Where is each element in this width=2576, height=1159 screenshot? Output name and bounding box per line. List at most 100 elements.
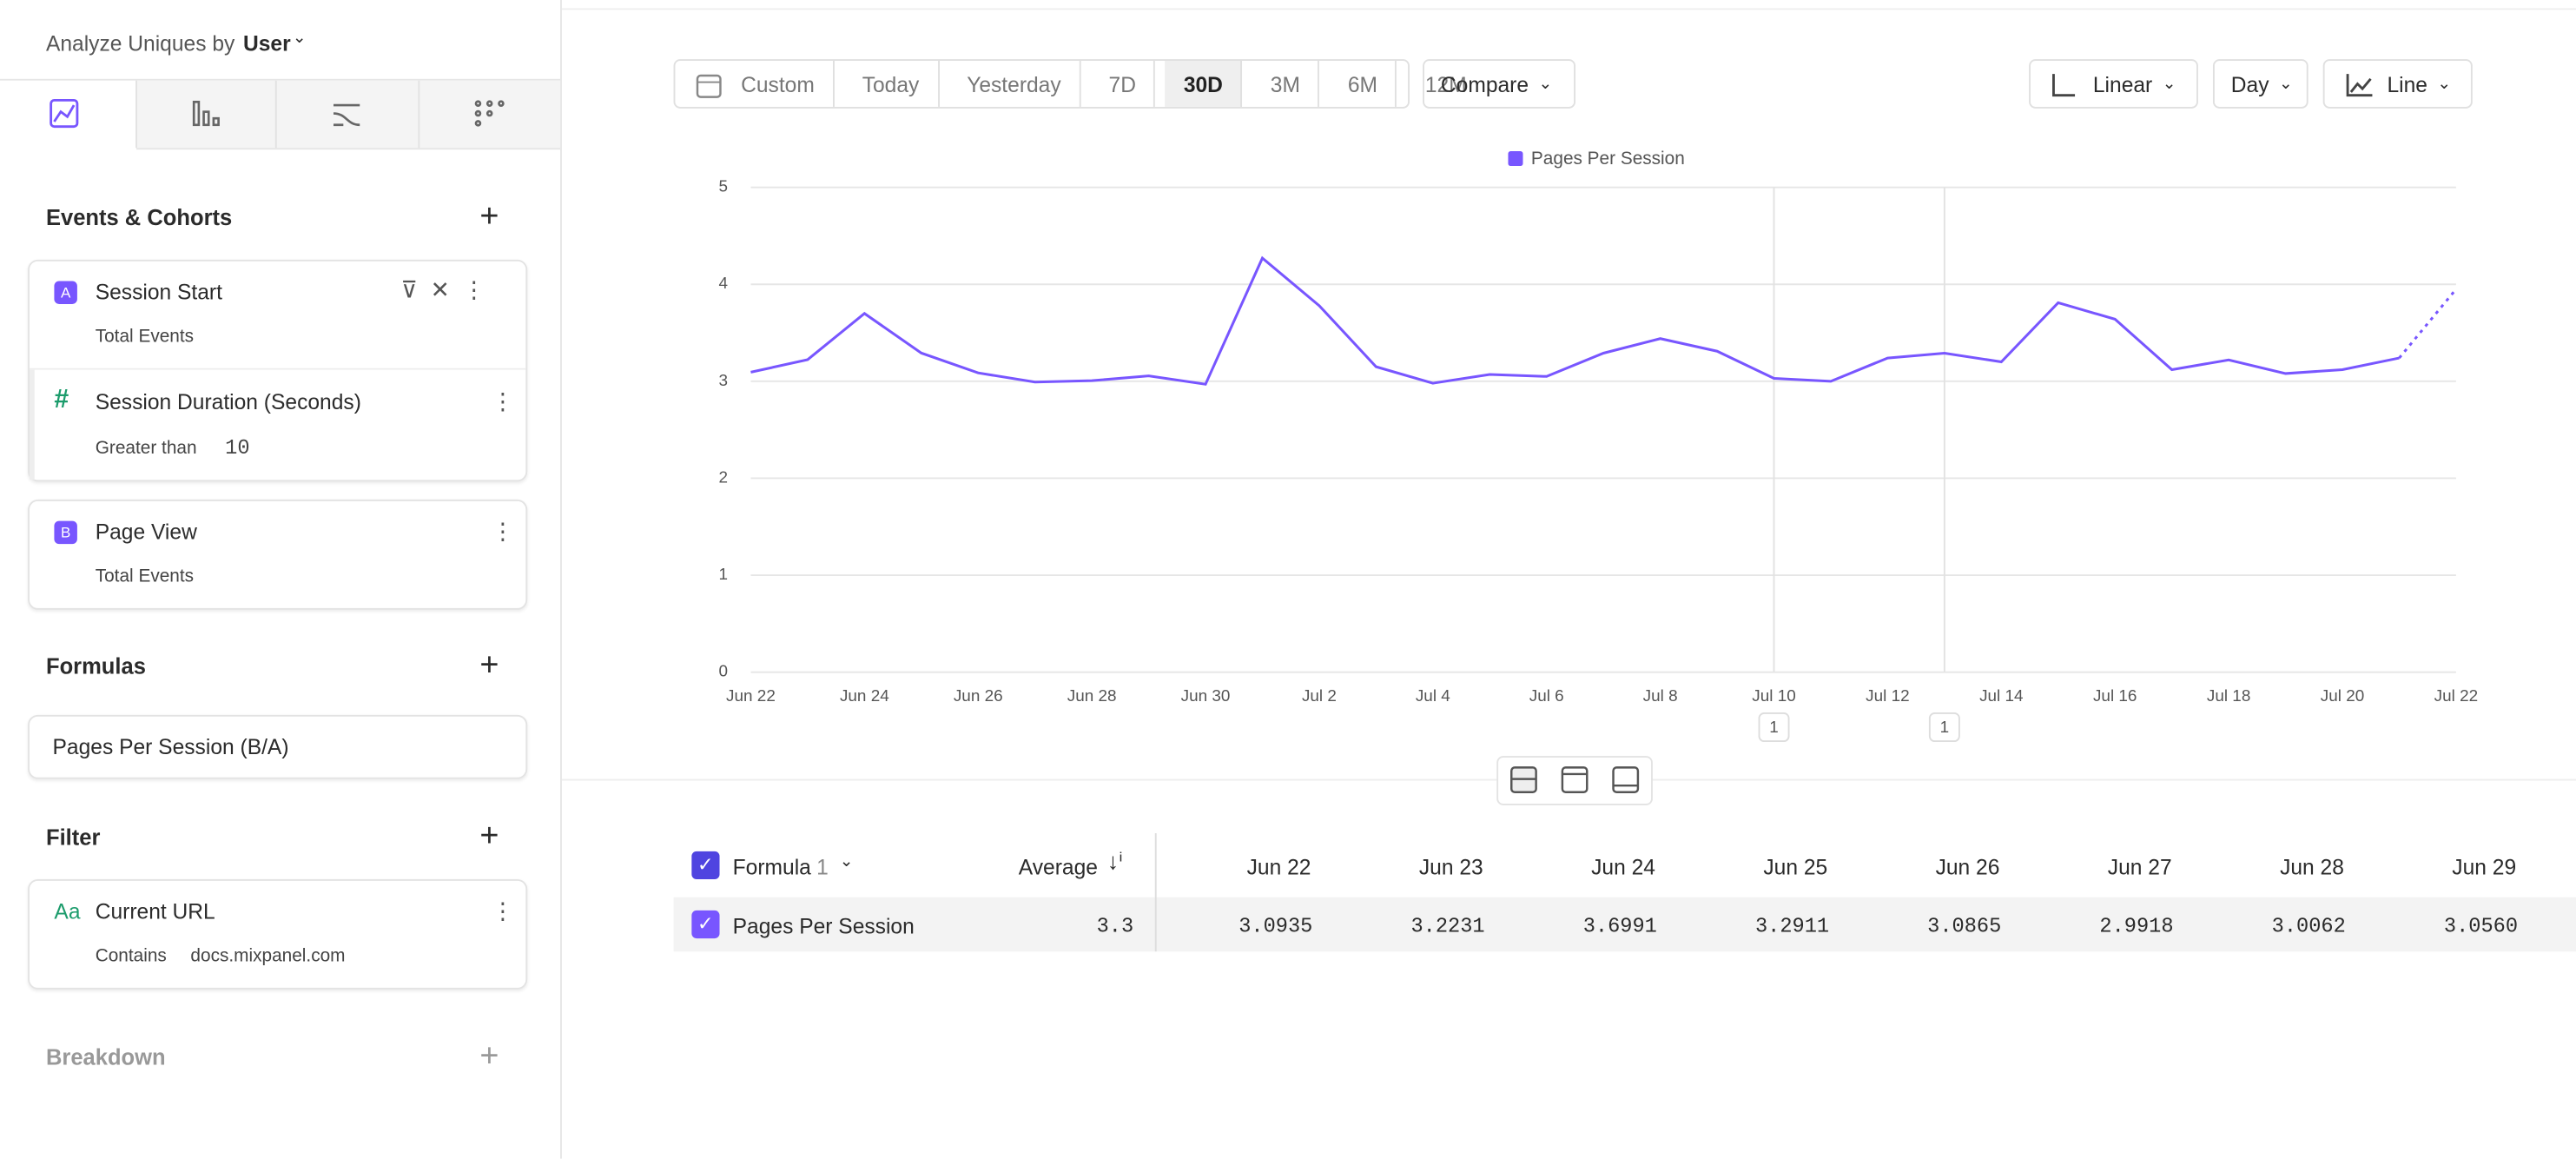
column-header: Jun 25 — [1763, 854, 1828, 879]
event-name[interactable]: Session Start — [95, 279, 222, 304]
filter-value[interactable]: docs.mixpanel.com — [190, 946, 346, 967]
prop-icon: # — [54, 386, 69, 414]
column-header: Jun 28 — [2280, 854, 2344, 879]
analyze-label: Analyze Uniques by — [45, 30, 235, 56]
cell: 2.9918 — [2099, 915, 2174, 939]
cell: 3.6991 — [1582, 915, 1657, 939]
cell: 3.2231 — [1410, 915, 1485, 939]
range-option[interactable]: 3M — [1252, 60, 1320, 107]
column-header: Jun 23 — [1418, 854, 1483, 879]
range-option[interactable]: 30D — [1166, 60, 1243, 107]
event-letter: A — [54, 281, 77, 304]
range-option[interactable]: Today — [844, 60, 940, 107]
event-letter: B — [54, 520, 77, 545]
range-option[interactable]: 7D — [1091, 60, 1156, 107]
interval-button[interactable]: Day ⌄ — [2212, 59, 2308, 109]
x-tick-label: Jul 12 — [1866, 687, 1909, 705]
prop-operator[interactable]: Greater than — [95, 439, 197, 459]
formula-card: Pages Per Session (B/A) — [28, 714, 528, 779]
column-header: Jun 26 — [1935, 854, 2000, 879]
more[interactable]: ⋮ — [491, 897, 515, 924]
chevron: ⌄ — [292, 30, 307, 48]
header-average[interactable]: Average — [1018, 854, 1098, 879]
y-tick-label: 4 — [718, 275, 728, 293]
line — [750, 255, 2400, 386]
y-tick-label: 2 — [718, 468, 728, 487]
cell: 3.0560 — [2443, 915, 2519, 939]
prop-value[interactable]: 10 — [225, 437, 250, 460]
annotation-box — [1758, 712, 1790, 743]
more[interactable]: ⋮ — [491, 517, 515, 545]
section-title: Formulas — [45, 653, 146, 679]
chart-type-button[interactable]: Line ⌄ — [2322, 59, 2473, 109]
event-measure[interactable]: Total Events — [95, 566, 195, 587]
layout-toggle[interactable] — [1496, 756, 1653, 805]
range-option[interactable]: Custom — [675, 60, 835, 107]
cell: 3.0935 — [1238, 915, 1313, 939]
formula[interactable]: Pages Per Session (B/A) — [52, 734, 289, 759]
event-card: B Page View Total Events ⋮ — [28, 500, 528, 610]
chevron: ⌄ — [839, 852, 854, 871]
analyze-value[interactable]: User — [242, 30, 291, 56]
range-option[interactable]: 6M — [1330, 60, 1397, 107]
x-tick-label: Jul 6 — [1529, 687, 1564, 705]
header-count: 1 — [816, 854, 829, 879]
filter-name[interactable]: Current URL — [95, 898, 215, 924]
x-tick-label: Jul 4 — [1416, 687, 1450, 705]
add-button[interactable]: + — [479, 647, 499, 684]
range-option[interactable]: Yesterday — [948, 60, 1081, 107]
row-actions[interactable]: ⊽ ✕ ⋮ — [400, 275, 486, 303]
checkbox[interactable]: ✓ — [691, 910, 720, 939]
x-tick-label: Jun 24 — [840, 687, 889, 705]
column-header: Jun 29 — [2452, 854, 2517, 879]
x-tick-label: Jul 18 — [2207, 687, 2250, 705]
x-tick-label: Jun 28 — [1067, 687, 1117, 705]
row-bg — [673, 897, 2576, 952]
label: Linear — [2092, 71, 2153, 96]
compare-button[interactable]: Compare ⌄ — [1423, 59, 1576, 109]
column-header: Jun 27 — [2107, 854, 2172, 879]
x-tick-label: Jul 10 — [1752, 687, 1795, 705]
divider — [561, 8, 2576, 10]
add-button[interactable]: + — [479, 198, 499, 235]
event-name[interactable]: Page View — [95, 519, 197, 545]
x-tick-label: Jun 30 — [1181, 687, 1231, 705]
annotation-label: 1 — [1940, 719, 1950, 737]
cell: 3.2911 — [1754, 915, 1830, 939]
more[interactable]: ⋮ — [491, 387, 515, 414]
x-tick-label: Jul 22 — [2434, 687, 2478, 705]
add-button[interactable]: + — [479, 1038, 499, 1076]
x-tick-label: Jul 8 — [1643, 687, 1678, 705]
legend-swatch — [1508, 151, 1523, 167]
scale-button[interactable]: Linear ⌄ — [2029, 59, 2198, 109]
range-option[interactable]: 12M — [1424, 71, 1467, 96]
event-measure[interactable]: Total Events — [95, 327, 195, 348]
section-title: Filter — [45, 825, 101, 850]
add-button[interactable]: + — [479, 818, 499, 855]
tab-icons[interactable] — [0, 80, 560, 149]
label: Day — [2230, 71, 2269, 96]
divider — [1154, 833, 1157, 952]
filter-icon: Aa — [54, 898, 81, 924]
event-card: A Session Start Total Events ⊽ ✕ ⋮ # Ses… — [28, 259, 528, 482]
filter-operator[interactable]: Contains — [95, 946, 167, 967]
section-title: Events & Cohorts — [45, 205, 233, 230]
section-title: Breakdown — [45, 1045, 166, 1070]
sort-icon[interactable]: ↓ⁱ — [1106, 848, 1123, 875]
legend-label: Pages Per Session — [1531, 149, 1685, 169]
label: Compare — [1440, 71, 1529, 96]
divider — [0, 78, 561, 81]
line-partial — [2398, 288, 2458, 360]
header-formula[interactable]: Formula — [732, 854, 811, 879]
date-range: Custom Today Yesterday 7D 30D 3M 6M 12M — [673, 59, 1467, 109]
x-tick-label: Jul 16 — [2093, 687, 2137, 705]
prop-name[interactable]: Session Duration (Seconds) — [95, 389, 361, 414]
checkbox[interactable]: ✓ — [691, 851, 720, 879]
filter-card: Aa Current URL Contains docs.mixpanel.co… — [28, 878, 528, 990]
x-tick-label: Jul 20 — [2321, 687, 2364, 705]
x-tick-label: Jun 26 — [954, 687, 1003, 705]
y-tick-label: 5 — [718, 178, 728, 196]
